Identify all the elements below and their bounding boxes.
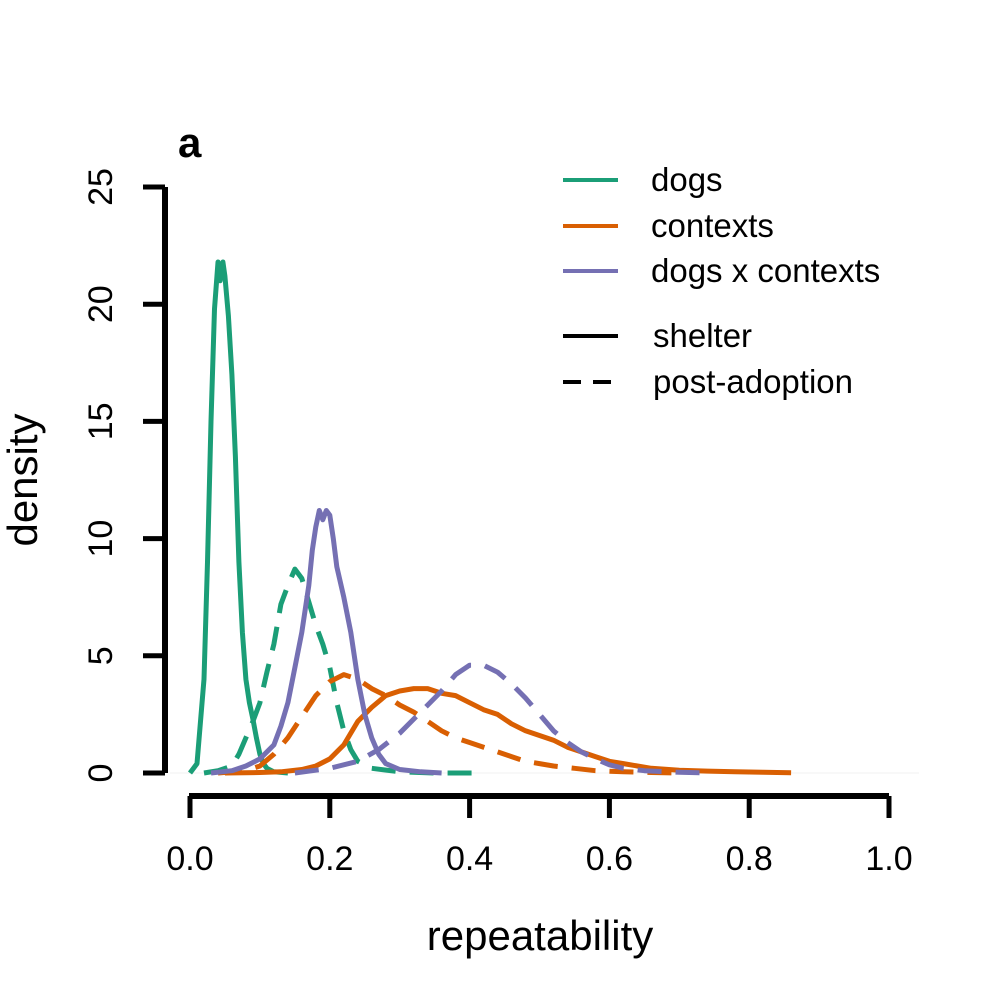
x-tick-label: 0.8: [726, 840, 773, 878]
series-line-contexts-shelter: [224, 686, 792, 776]
x-axis-title: repeatability: [427, 912, 653, 959]
legend-label: dogs x contexts: [651, 252, 880, 289]
x-tick-label: 0.0: [166, 840, 213, 878]
y-tick-label: 25: [82, 168, 120, 206]
legend-label: post-adoption: [653, 363, 853, 400]
series-line-dogs-x-contexts-shelter: [210, 508, 442, 776]
x-tick-label: 0.6: [586, 840, 633, 878]
x-ticks: 0.0 0.2 0.4 0.6 0.8 1.0: [166, 796, 913, 878]
legend-label: shelter: [653, 317, 752, 354]
legend-label: dogs: [651, 161, 723, 198]
legend-label: contexts: [651, 207, 774, 244]
curves-layer: [170, 259, 919, 776]
panel-label: a: [178, 119, 202, 166]
y-tick-label: 15: [82, 402, 120, 440]
x-tick-label: 0.4: [446, 840, 493, 878]
y-tick-label: 5: [82, 646, 120, 665]
x-tick-label: 0.2: [306, 840, 353, 878]
series-line-dogs-post-adoption: [203, 566, 484, 776]
legend: dogs contexts dogs x contexts shelter post-a…: [563, 161, 880, 400]
y-ticks: 0 5 10 15 20 25: [82, 168, 165, 782]
series-line-dogs-x-contexts-post-adoption: [294, 662, 708, 776]
series-line-contexts-post-adoption: [217, 672, 680, 776]
y-tick-label: 0: [82, 764, 120, 783]
axes-layer: 0 5 10 15 20 25 0.0 0.2 0.4 0.6 0.8 1.0: [82, 168, 913, 878]
y-tick-label: 10: [82, 520, 120, 558]
y-axis-title: density: [0, 413, 46, 546]
series-line-dogs-shelter: [187, 259, 289, 776]
x-tick-label: 1.0: [865, 840, 912, 878]
y-tick-label: 20: [82, 285, 120, 323]
